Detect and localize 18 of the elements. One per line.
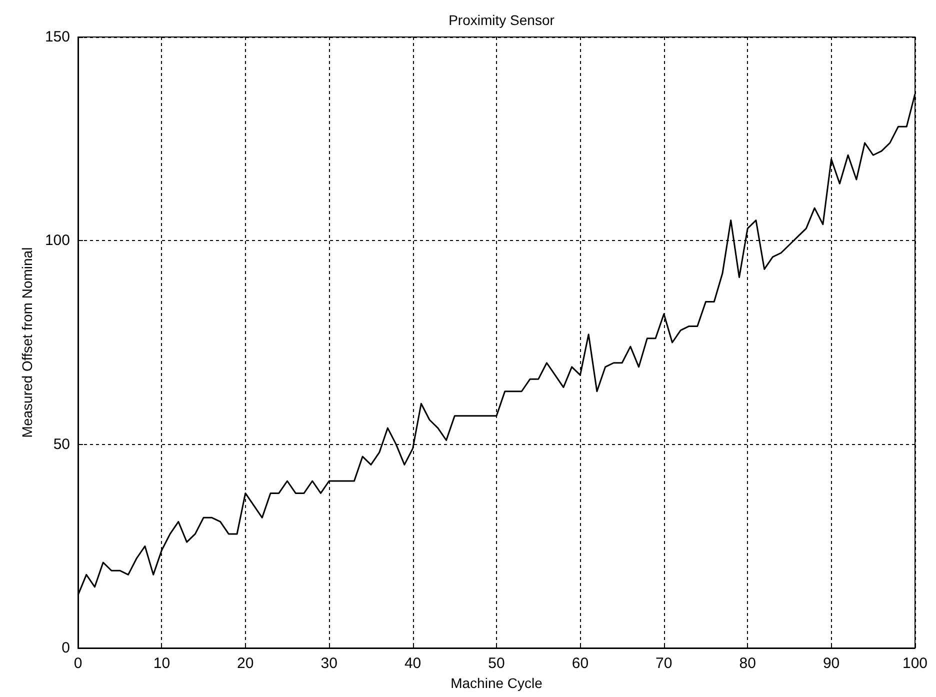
x-tick-label: 70 [656,655,672,672]
x-tick-label: 100 [902,655,928,672]
x-tick-label: 20 [237,655,254,672]
x-tick-label: 80 [739,655,756,672]
x-tick-label: 0 [74,655,82,672]
x-tick-label: 90 [822,655,840,672]
x-tick-label: 30 [320,655,338,672]
x-tick-label: 50 [488,655,505,672]
chart-title: Proximity Sensor [448,12,555,28]
x-tick-label: 10 [153,655,170,672]
y-tick-label: 150 [44,28,70,46]
y-axis-title: Measured Offset from Nominal [19,247,36,438]
y-tick-label: 50 [53,436,70,453]
x-tick-label: 40 [404,655,422,672]
x-axis-title: Machine Cycle [450,674,543,691]
y-tick-label: 0 [62,640,70,656]
x-tick-label: 60 [572,655,589,672]
y-tick-label: 100 [44,232,70,250]
